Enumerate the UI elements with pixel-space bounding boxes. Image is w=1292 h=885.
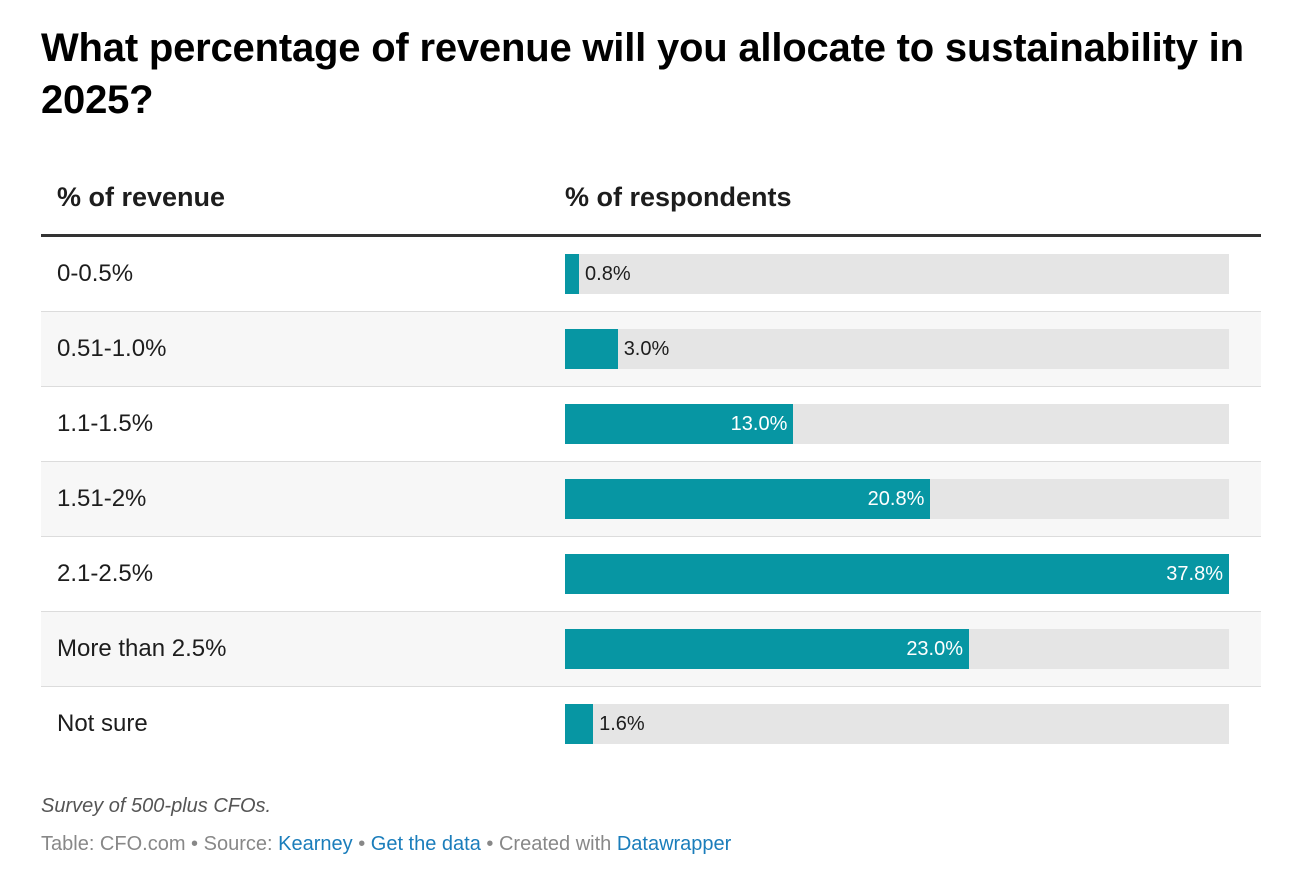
data-label: 20.8% bbox=[867, 488, 925, 510]
bar bbox=[565, 704, 594, 744]
category-label: 0-0.5% bbox=[57, 260, 134, 287]
category-label: 1.1-1.5% bbox=[57, 410, 154, 437]
bar bbox=[565, 629, 969, 669]
table-row: 1.1-1.5% 13.0% bbox=[41, 387, 1261, 462]
bar bbox=[565, 479, 931, 519]
bar-track: 1.6% bbox=[565, 704, 1229, 744]
category-label: 0.51-1.0% bbox=[57, 335, 167, 362]
datawrapper-link[interactable]: Datawrapper bbox=[616, 833, 732, 855]
footer-separator: • bbox=[358, 833, 366, 855]
data-label: 23.0% bbox=[906, 638, 964, 660]
category-label: More than 2.5% bbox=[57, 635, 227, 662]
bar bbox=[565, 554, 1229, 594]
source-link-kearney[interactable]: Kearney bbox=[278, 833, 353, 855]
bar-track: 23.0% bbox=[565, 629, 1229, 669]
chart-footer: Table: CFO.com • Source: Kearney • Get t… bbox=[41, 833, 731, 856]
table-row: 2.1-2.5% 37.8% bbox=[41, 537, 1261, 612]
bar-track: 13.0% bbox=[565, 404, 1229, 444]
data-label: 37.8% bbox=[1166, 563, 1223, 585]
data-label: 3.0% bbox=[623, 338, 670, 360]
table-row: Not sure 1.6% bbox=[41, 687, 1261, 761]
bar bbox=[565, 404, 794, 444]
bar-track: 3.0% bbox=[565, 329, 1229, 369]
created-with-prefix: Created with bbox=[498, 833, 612, 855]
table-header: % of revenue % of respondents bbox=[41, 170, 1261, 237]
table-row: More than 2.5% 23.0% bbox=[41, 612, 1261, 687]
footer-separator: • bbox=[486, 833, 494, 855]
table-credit: Table: CFO.com bbox=[41, 833, 186, 855]
category-label: 1.51-2% bbox=[57, 485, 147, 512]
category-label: 2.1-2.5% bbox=[57, 560, 154, 587]
column-header-revenue: % of revenue bbox=[57, 182, 226, 212]
bar bbox=[565, 329, 618, 369]
table-row: 1.51-2% 20.8% bbox=[41, 462, 1261, 537]
bar-track: 0.8% bbox=[565, 254, 1229, 294]
bar-track: 37.8% bbox=[565, 554, 1229, 594]
data-label: 0.8% bbox=[585, 263, 631, 285]
chart-title: What percentage of revenue will you allo… bbox=[41, 26, 1244, 122]
data-label: 1.6% bbox=[599, 713, 645, 735]
chart-notes: Survey of 500-plus CFOs. bbox=[41, 795, 272, 817]
table-row: 0.51-1.0% 3.0% bbox=[41, 312, 1261, 387]
source-prefix: Source: bbox=[203, 833, 273, 855]
bar-table: % of revenue % of respondents 0-0.5% 0.8%… bbox=[41, 170, 1261, 761]
footer-separator: • bbox=[191, 833, 199, 855]
table-body: 0-0.5% 0.8% 0.51-1.0% 3.0% 1.1-1.5% 13.0% 1.51… bbox=[41, 237, 1261, 761]
table-row: 0-0.5% 0.8% bbox=[41, 237, 1261, 312]
data-label: 13.0% bbox=[730, 413, 788, 435]
bar bbox=[565, 254, 580, 294]
get-the-data-link[interactable]: Get the data bbox=[370, 833, 481, 855]
column-header-respondents: % of respondents bbox=[565, 182, 792, 212]
bar-track: 20.8% bbox=[565, 479, 1229, 519]
category-label: Not sure bbox=[57, 710, 148, 737]
